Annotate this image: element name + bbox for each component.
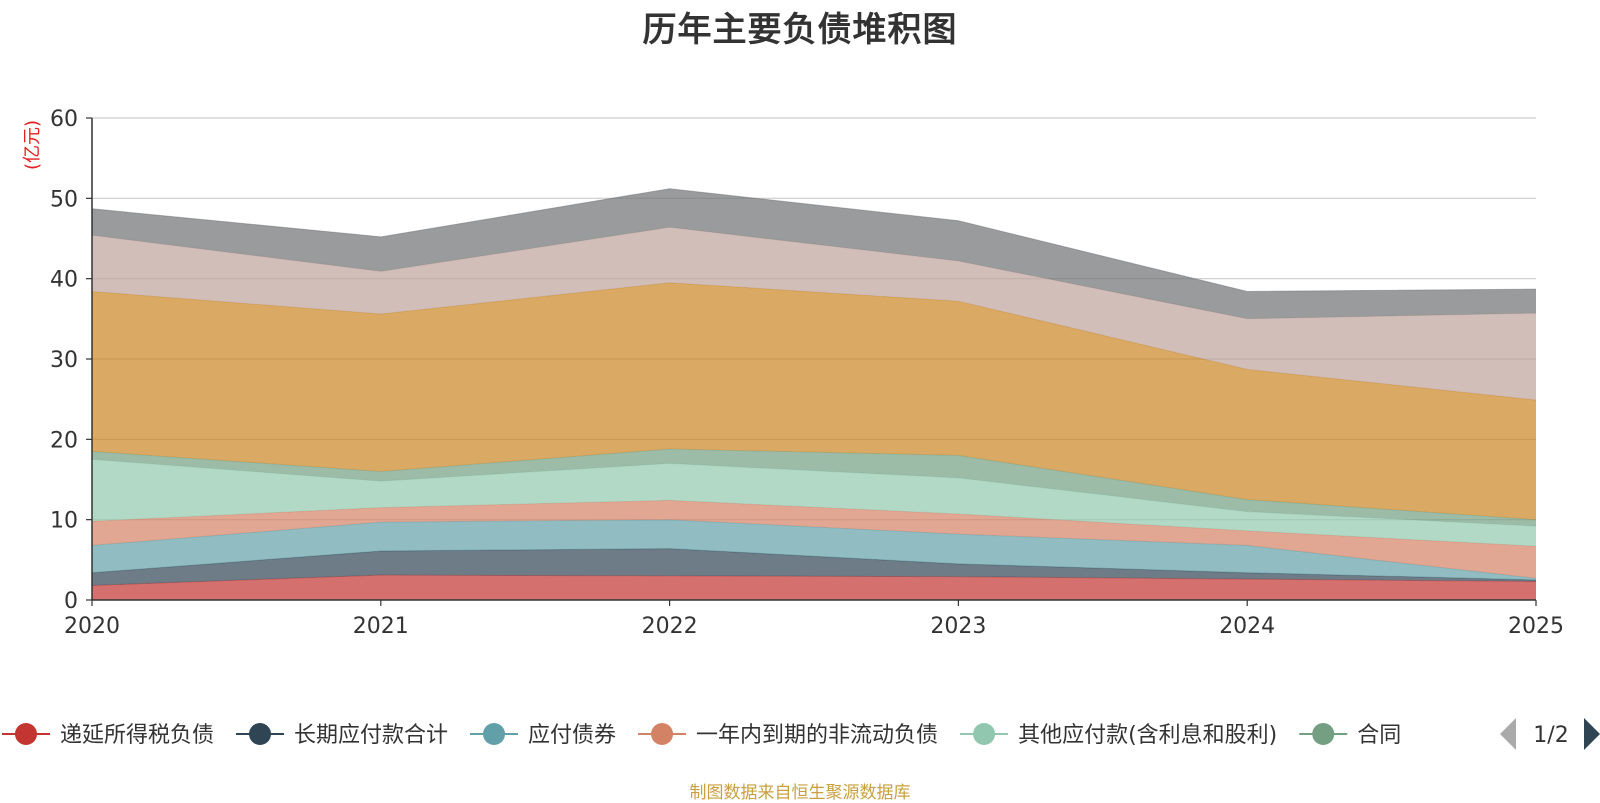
legend-marker-4 xyxy=(973,723,996,745)
y-axis-unit-label: (亿元) xyxy=(22,120,43,170)
x-tick-label-2023: 2023 xyxy=(930,614,986,639)
legend-marker-5 xyxy=(1312,723,1335,745)
legend-marker-1 xyxy=(249,723,272,745)
area-series-layer xyxy=(91,188,1537,600)
x-tick-label-2020: 2020 xyxy=(64,614,120,639)
area-series-4[interactable] xyxy=(92,459,1536,547)
legend-label-0: 递延所得税负债 xyxy=(60,723,214,748)
y-tick-labels: 0 10 20 30 40 50 60 xyxy=(50,107,92,614)
x-tick-label-2021: 2021 xyxy=(353,614,409,639)
legend-next-page-icon[interactable] xyxy=(1584,718,1600,750)
y-tick-label-60: 60 xyxy=(50,107,78,132)
x-tick-labels: 2020 2021 2022 2023 2024 2025 xyxy=(64,600,1564,639)
legend-page-indicator: 1/2 xyxy=(1533,723,1568,748)
chart-title: 历年主要负债堆积图 xyxy=(642,10,958,50)
area-series-1[interactable] xyxy=(92,548,1536,586)
y-tick-label-30: 30 xyxy=(50,348,78,373)
area-series-edge-8 xyxy=(91,188,1537,293)
area-series-3[interactable] xyxy=(92,500,1536,579)
legend: 递延所得税负债 长期应付款合计 应付债券 一年内到期的非流动负债 其他应付款(含利息和股… xyxy=(2,723,1401,748)
legend-marker-2 xyxy=(483,723,506,745)
legend-item-4[interactable]: 其他应付款(含利息和股利) xyxy=(960,723,1277,748)
area-series-0[interactable] xyxy=(92,575,1536,600)
legend-item-3[interactable]: 一年内到期的非流动负债 xyxy=(638,723,938,748)
x-tick-label-2022: 2022 xyxy=(642,614,698,639)
area-series-5[interactable] xyxy=(92,449,1536,527)
legend-label-4: 其他应付款(含利息和股利) xyxy=(1018,723,1277,748)
data-source-note: 制图数据来自恒生聚源数据库 xyxy=(689,783,911,803)
legend-prev-page-icon[interactable] xyxy=(1500,718,1516,750)
x-tick-label-2024: 2024 xyxy=(1219,614,1275,639)
legend-marker-0 xyxy=(15,723,37,745)
legend-label-5: 合同 xyxy=(1357,723,1401,748)
area-series-6[interactable] xyxy=(92,282,1536,520)
area-series-8[interactable] xyxy=(92,188,1536,319)
y-tick-label-10: 10 xyxy=(50,509,78,534)
legend-label-3: 一年内到期的非流动负债 xyxy=(696,723,938,748)
legend-item-1[interactable]: 长期应付款合计 xyxy=(236,723,448,748)
legend-item-0[interactable]: 递延所得税负债 xyxy=(2,723,214,748)
legend-item-2[interactable]: 应付债券 xyxy=(470,723,616,748)
legend-items: 递延所得税负债 长期应付款合计 应付债券 一年内到期的非流动负债 其他应付款(含利息和股… xyxy=(2,723,1401,748)
legend-pager: 1/2 xyxy=(1500,718,1600,750)
area-series-7[interactable] xyxy=(92,227,1536,400)
area-series-2[interactable] xyxy=(92,519,1536,580)
legend-item-5[interactable]: 合同 xyxy=(1299,723,1401,748)
y-tick-label-40: 40 xyxy=(50,268,78,293)
y-tick-label-0: 0 xyxy=(64,589,78,614)
legend-marker-3 xyxy=(651,723,674,745)
legend-label-1: 长期应付款合计 xyxy=(294,723,448,748)
legend-label-2: 应付债券 xyxy=(528,723,616,748)
x-tick-label-2025: 2025 xyxy=(1508,614,1564,639)
y-tick-label-50: 50 xyxy=(50,187,78,212)
y-tick-label-20: 20 xyxy=(50,428,78,453)
area-series-edge-2 xyxy=(91,519,1537,579)
